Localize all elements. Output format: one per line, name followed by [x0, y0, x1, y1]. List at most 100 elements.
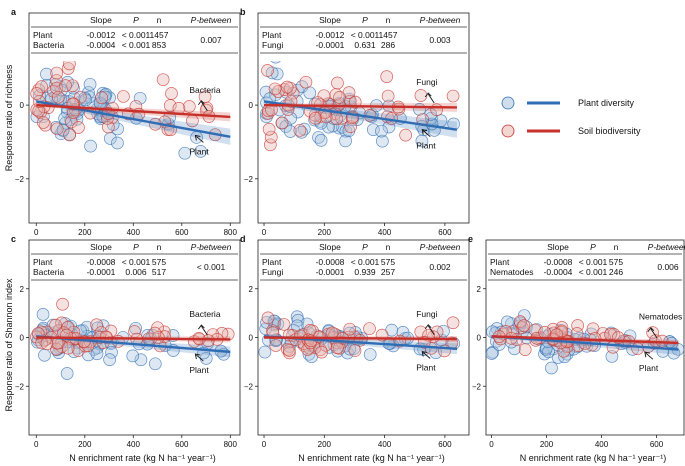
annotation-plant: Plant	[189, 365, 209, 375]
annotation-arrowhead	[421, 350, 428, 357]
annotation-bacteria: Bacteria	[189, 85, 220, 95]
table-p-between-value: 0.003	[429, 35, 451, 45]
legend: Plant diversity Soil biodiversity	[501, 96, 641, 138]
data-point-fungi	[333, 91, 346, 104]
data-point-bacteria	[165, 87, 178, 100]
data-point-bacteria	[49, 318, 62, 332]
legend-plant-label: Plant diversity	[578, 98, 635, 108]
table-header-n: n	[386, 242, 391, 252]
table-row-n: 853	[152, 40, 166, 50]
table-header-slope: Slope	[90, 15, 112, 25]
table-row-n: 575	[381, 257, 395, 267]
table-row-p: 0.631	[354, 40, 376, 50]
x-tick-label: 0	[262, 440, 267, 449]
table-header-slope: Slope	[90, 242, 112, 252]
data-point-bacteria	[63, 61, 76, 71]
data-point-bacteria	[40, 337, 54, 351]
x-tick-label: 400	[127, 440, 141, 449]
annotation-arrow	[201, 325, 208, 336]
panel-label: c	[11, 234, 16, 244]
table-row-name: Nematodes	[490, 267, 533, 277]
data-point-plant	[295, 125, 308, 139]
table-header-p: P	[133, 15, 139, 25]
data-point-fungi	[264, 130, 278, 144]
data-point-fungi	[348, 344, 362, 357]
table-row-p: < 0.001	[351, 30, 380, 40]
data-point-nematodes	[518, 343, 532, 356]
annotation-arrow	[422, 130, 431, 137]
annotation-fungi: Fungi	[416, 309, 437, 319]
data-point-fungi	[293, 123, 307, 137]
annotation-arrowhead	[194, 353, 201, 360]
table-row-p: < 0.001	[579, 257, 608, 267]
data-point-plant	[258, 345, 272, 359]
x-tick-label: 200	[318, 440, 332, 449]
table-row-n: 257	[381, 267, 395, 277]
data-point-bacteria	[61, 320, 75, 334]
table-header-p-between: P-between	[420, 15, 461, 25]
data-point-bacteria	[50, 66, 64, 80]
data-point-fungi	[280, 80, 294, 94]
table-row-slope: -0.0008	[316, 257, 345, 267]
data-point-fungi	[343, 322, 357, 336]
data-point-bacteria	[201, 334, 215, 347]
annotation-plant: Plant	[416, 363, 436, 373]
table-header-p: P	[362, 242, 368, 252]
data-point-bacteria	[72, 121, 85, 134]
x-axis-label: N enrichment rate (kg N ha⁻¹ year⁻¹)	[298, 453, 445, 463]
x-tick-label: 0	[489, 440, 494, 449]
data-point-fungi	[303, 324, 317, 337]
x-tick-label: 400	[378, 440, 392, 449]
annotation-arrowhead	[647, 327, 655, 332]
table-row-p: < 0.001	[351, 257, 380, 267]
data-point-bacteria	[117, 90, 130, 103]
data-point-bacteria	[156, 73, 170, 87]
legend-soil-marker	[501, 124, 515, 138]
data-point-nematodes	[649, 334, 662, 347]
data-point-plant	[105, 345, 118, 359]
data-point-plant	[366, 123, 380, 136]
fit-line-nematodes	[491, 335, 679, 345]
x-axis-label: N enrichment rate (kg N ha⁻¹ year⁻¹)	[520, 453, 667, 463]
table-row-n: 575	[609, 257, 623, 267]
data-point-bacteria	[61, 341, 75, 355]
panel-d: d −2 0 2 0 200 400 600 N enrichment rate (kg N h…	[240, 234, 470, 463]
x-tick-label: 0	[34, 440, 39, 449]
x-tick-label: 600	[438, 228, 452, 237]
table-header-p: P	[590, 242, 596, 252]
table-row-name: Plant	[262, 257, 282, 267]
data-point-plant	[501, 315, 514, 329]
data-point-plant	[284, 125, 297, 138]
data-point-nematodes	[513, 315, 527, 328]
data-point-fungi	[381, 89, 395, 103]
table-row-n: 517	[152, 267, 166, 277]
table-header-p-between: P-between	[648, 242, 685, 252]
data-point-bacteria	[163, 99, 177, 112]
data-point-plant	[382, 120, 396, 134]
data-point-plant	[270, 61, 281, 64]
data-point-bacteria	[50, 122, 64, 136]
data-point-plant	[194, 145, 207, 158]
x-tick-label: 0	[34, 228, 39, 237]
annotation-arrowhead	[194, 134, 201, 141]
data-point-fungi	[261, 311, 275, 325]
table-row-p: 0.006	[125, 267, 147, 277]
table-row-slope: -0.0001	[316, 267, 345, 277]
x-tick-label: 600	[175, 440, 189, 449]
data-point-plant	[415, 134, 429, 148]
x-tick-label: 600	[438, 440, 452, 449]
table-header-p-between: P-between	[420, 242, 461, 252]
table-header-p: P	[362, 15, 368, 25]
table-row-n: 246	[609, 267, 623, 277]
data-point-fungi	[315, 345, 328, 359]
table-row-name: Bacteria	[33, 40, 64, 50]
table-p-between-value: 0.007	[200, 35, 222, 45]
table-header-p-between: P-between	[191, 15, 232, 25]
table-row-name: Plant	[33, 257, 53, 267]
y-axis-label-shannon: Response ratio of Shannon index	[4, 278, 14, 412]
data-point-plant	[40, 67, 53, 81]
data-point-plant	[605, 350, 619, 363]
